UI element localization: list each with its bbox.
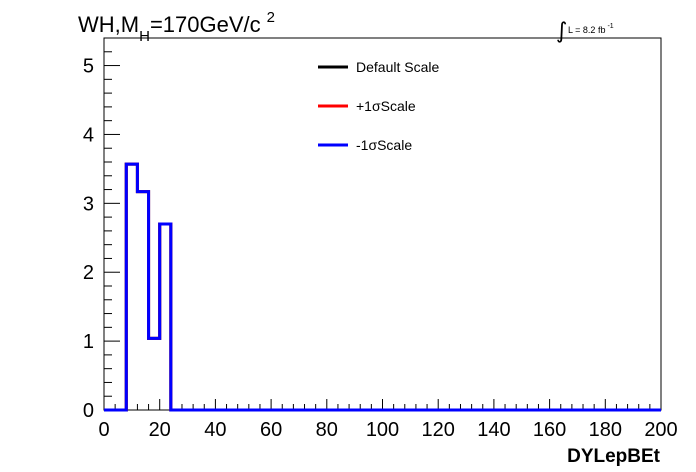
plot-frame	[103, 37, 662, 411]
x-axis-label: DYLepBEt	[567, 446, 661, 467]
series-line-0	[104, 162, 661, 412]
x-tick-label: 160	[533, 419, 566, 441]
legend-label-minus1sigma: -1σScale	[356, 137, 412, 153]
x-tick-label: 80	[316, 419, 338, 441]
x-tick-label: 140	[477, 419, 510, 441]
series-layer	[104, 162, 661, 412]
luminosity-text: L = 8.2 fb -1	[568, 23, 614, 35]
x-tick-label: 180	[589, 419, 622, 441]
x-tick-label: 0	[98, 419, 109, 441]
y-tick-label: 3	[83, 193, 94, 215]
y-tick-label: 1	[83, 331, 94, 353]
luminosity-label: ∫ L = 8.2 fb -1	[556, 19, 614, 44]
legend-label-plus1sigma: +1σScale	[356, 98, 416, 114]
y-tick-label: 4	[83, 124, 94, 146]
y-tick-label: 5	[83, 56, 94, 78]
integral-symbol: ∫	[556, 19, 567, 44]
x-tick-label: 40	[204, 419, 226, 441]
y-tick-label: 2	[83, 262, 94, 284]
chart-title: WH,MH=170GeV/c 2	[78, 9, 275, 45]
series-line-2	[104, 162, 661, 412]
x-tick-label: 20	[149, 419, 171, 441]
legend-label-default: Default Scale	[356, 59, 439, 75]
x-tick-label: 200	[644, 419, 677, 441]
x-tick-label: 100	[366, 419, 399, 441]
y-tick-label: 0	[83, 400, 94, 422]
x-tick-label: 60	[260, 419, 282, 441]
y-axis: 0 1 2 3 4 5	[83, 37, 120, 422]
x-axis: 0 20 40 60 80 100 120 140 160 180 200	[98, 399, 678, 441]
x-tick-label: 120	[422, 419, 455, 441]
series-line-1	[104, 162, 661, 412]
legend: Default Scale +1σScale -1σScale	[318, 59, 439, 153]
